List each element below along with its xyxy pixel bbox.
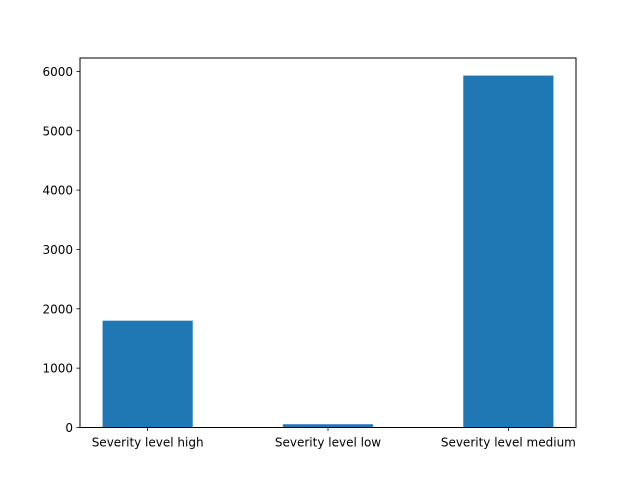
bar-1 xyxy=(282,424,374,428)
y-tick-label: 0 xyxy=(65,421,73,435)
x-tick-label: Severity level medium xyxy=(441,436,576,450)
bars-group xyxy=(102,75,554,428)
y-tick-label: 2000 xyxy=(42,302,73,316)
plot-frame xyxy=(79,57,577,428)
y-tick-label: 3000 xyxy=(42,243,73,257)
y-tick-label: 6000 xyxy=(42,65,73,79)
bar-0 xyxy=(102,320,193,428)
x-tick-label: Severity level low xyxy=(275,436,381,450)
y-axis: 0 1000 2000 3000 4000 5000 6000 xyxy=(42,65,80,435)
y-tick-label: 1000 xyxy=(42,362,73,376)
x-axis: Severity level high Severity level low Sev… xyxy=(92,427,576,450)
y-tick-label: 5000 xyxy=(42,124,73,138)
x-tick-label: Severity level high xyxy=(92,436,204,450)
y-tick-label: 4000 xyxy=(42,184,73,198)
bar-2 xyxy=(463,75,554,428)
